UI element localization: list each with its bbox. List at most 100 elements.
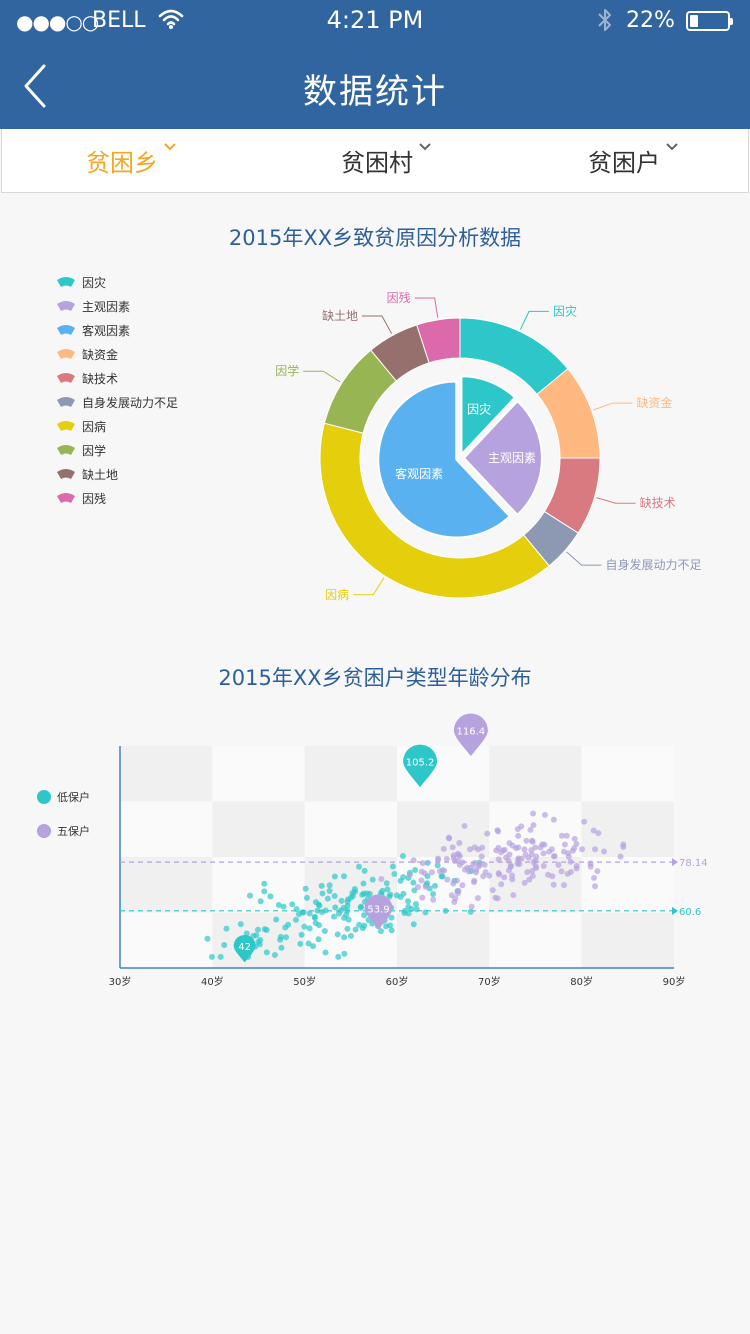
scatter-point[interactable] [443, 855, 450, 862]
legend-item[interactable]: 五保户 [37, 814, 90, 848]
legend-item[interactable]: 因学 [56, 438, 178, 462]
scatter-point[interactable] [558, 868, 565, 875]
scatter-point[interactable] [569, 847, 576, 854]
scatter-point[interactable] [422, 883, 429, 890]
scatter-point[interactable] [383, 880, 390, 887]
scatter-point[interactable] [468, 903, 475, 910]
legend-item[interactable]: 自身发展动力不足 [56, 390, 178, 414]
scatter-point[interactable] [515, 855, 522, 862]
scatter-point[interactable] [495, 828, 502, 835]
scatter-point[interactable] [560, 882, 567, 889]
scatter-point[interactable] [571, 835, 578, 842]
scatter-point[interactable] [515, 832, 522, 839]
scatter-point[interactable] [545, 871, 552, 878]
scatter-point[interactable] [305, 940, 312, 947]
scatter-point[interactable] [332, 904, 339, 911]
scatter-point[interactable] [481, 861, 488, 868]
scatter-point[interactable] [273, 916, 280, 923]
scatter-point[interactable] [558, 832, 565, 839]
scatter-point[interactable] [393, 892, 400, 899]
value-pin-marker[interactable]: 116.4 [453, 713, 488, 756]
scatter-point[interactable] [319, 890, 326, 897]
scatter-point[interactable] [530, 810, 537, 817]
scatter-point[interactable] [292, 916, 299, 923]
scatter-point[interactable] [331, 913, 338, 920]
scatter-point[interactable] [501, 874, 508, 881]
scatter-point[interactable] [561, 841, 568, 848]
scatter-point[interactable] [579, 846, 586, 853]
scatter-point[interactable] [567, 868, 574, 875]
scatter-point[interactable] [315, 936, 322, 943]
scatter-point[interactable] [617, 853, 624, 860]
legend-item[interactable]: 缺资金 [56, 342, 178, 366]
scatter-point[interactable] [283, 934, 290, 941]
scatter-point[interactable] [221, 942, 228, 949]
scatter-point[interactable] [467, 846, 474, 853]
scatter-point[interactable] [495, 844, 502, 851]
scatter-point[interactable] [587, 860, 594, 867]
scatter-point[interactable] [439, 873, 446, 880]
scatter-point[interactable] [401, 909, 408, 916]
scatter-point[interactable] [321, 928, 328, 935]
scatter-point[interactable] [495, 856, 502, 863]
scatter-point[interactable] [595, 830, 602, 837]
scatter-point[interactable] [341, 950, 348, 957]
scatter-point[interactable] [352, 926, 359, 933]
scatter-point[interactable] [257, 898, 264, 905]
scatter-point[interactable] [509, 872, 516, 879]
scatter-point[interactable] [489, 887, 496, 894]
scatter-point[interactable] [592, 846, 599, 853]
scatter-point[interactable] [522, 851, 529, 858]
legend-item[interactable]: 因灾 [56, 270, 178, 294]
scatter-point[interactable] [263, 927, 270, 934]
scatter-point[interactable] [456, 839, 463, 846]
filter-township-dropdown[interactable]: 贫困乡 [86, 143, 176, 178]
scatter-point[interactable] [523, 837, 530, 844]
scatter-point[interactable] [506, 851, 513, 858]
scatter-point[interactable] [453, 877, 460, 884]
scatter-point[interactable] [302, 885, 309, 892]
scatter-point[interactable] [521, 879, 528, 886]
scatter-point[interactable] [356, 921, 363, 928]
scatter-point[interactable] [405, 898, 412, 905]
scatter-point[interactable] [223, 925, 230, 932]
scatter-point[interactable] [590, 827, 597, 834]
scatter-point[interactable] [436, 868, 443, 875]
legend-item[interactable]: 缺技术 [56, 366, 178, 390]
scatter-point[interactable] [428, 869, 435, 876]
scatter-point[interactable] [527, 826, 534, 833]
scatter-point[interactable] [388, 927, 395, 934]
scatter-point[interactable] [563, 832, 570, 839]
scatter-point[interactable] [280, 903, 287, 910]
scatter-point[interactable] [388, 914, 395, 921]
scatter-point[interactable] [261, 880, 268, 887]
scatter-point[interactable] [361, 912, 368, 919]
back-chevron-icon[interactable] [18, 62, 58, 110]
scatter-point[interactable] [496, 871, 503, 878]
scatter-point[interactable] [400, 890, 407, 897]
scatter-point[interactable] [237, 921, 244, 928]
scatter-point[interactable] [467, 864, 474, 871]
scatter-point[interactable] [573, 841, 580, 848]
scatter-point[interactable] [454, 890, 461, 897]
scatter-point[interactable] [412, 901, 419, 908]
scatter-point[interactable] [449, 844, 456, 851]
scatter-point[interactable] [208, 953, 215, 960]
scatter-point[interactable] [498, 881, 505, 888]
scatter-point[interactable] [406, 871, 413, 878]
scatter-point[interactable] [421, 870, 428, 877]
scatter-point[interactable] [472, 859, 479, 866]
scatter-point[interactable] [530, 859, 537, 866]
scatter-point[interactable] [573, 865, 580, 872]
scatter-point[interactable] [344, 898, 351, 905]
scatter-point[interactable] [505, 867, 512, 874]
scatter-point[interactable] [550, 816, 557, 823]
scatter-point[interactable] [434, 862, 441, 869]
scatter-point[interactable] [384, 886, 391, 893]
scatter-point[interactable] [461, 866, 468, 873]
scatter-point[interactable] [322, 907, 329, 914]
scatter-point[interactable] [414, 884, 421, 891]
scatter-point[interactable] [360, 880, 367, 887]
donut-outer-slice[interactable] [416, 317, 461, 364]
scatter-point[interactable] [591, 874, 598, 881]
